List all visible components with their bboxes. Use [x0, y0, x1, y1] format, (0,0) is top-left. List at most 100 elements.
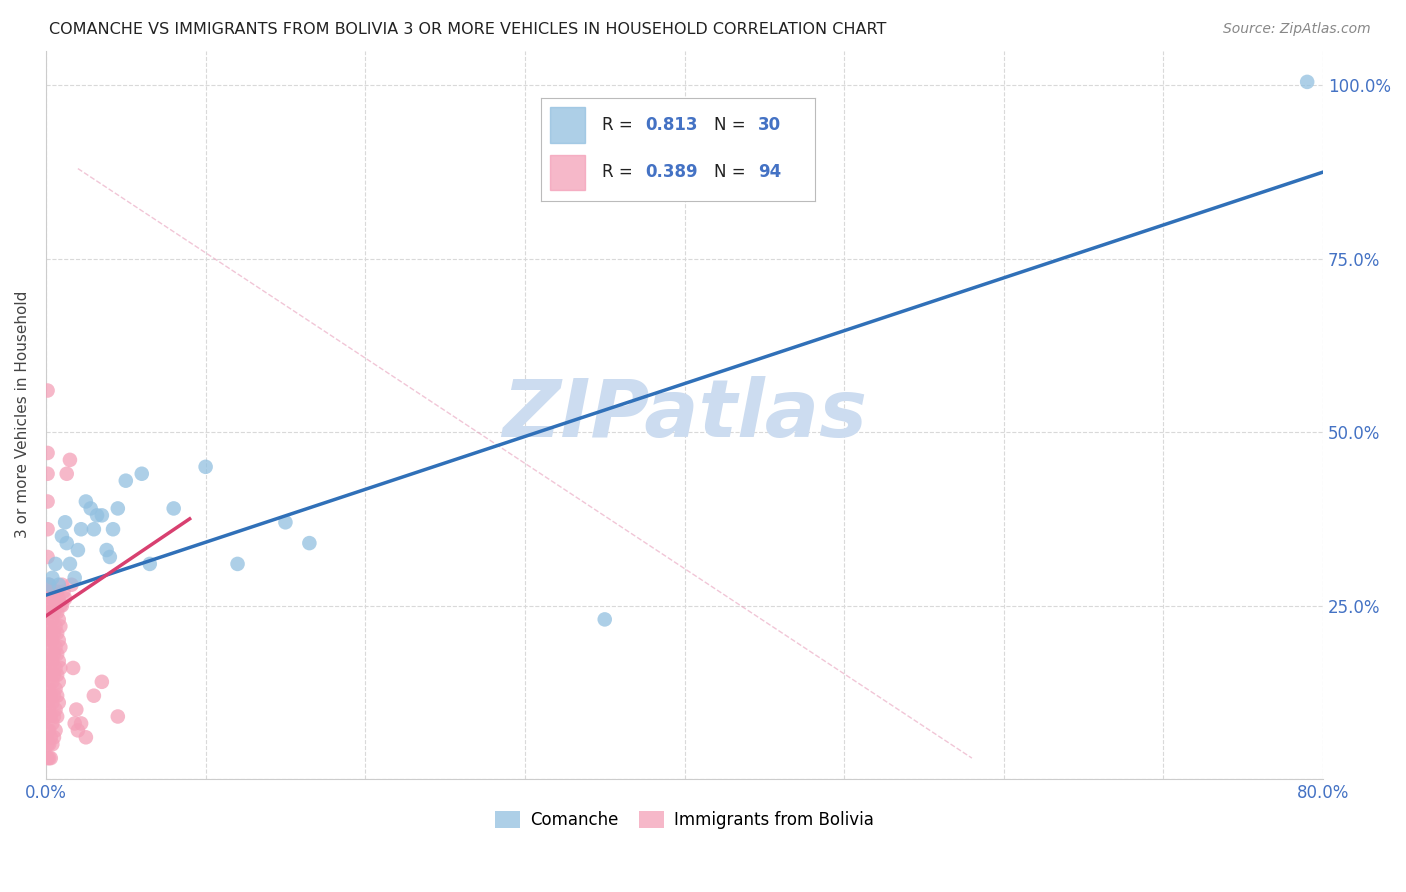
Point — [39, 731, 62, 745]
Point — [42, 709, 65, 723]
Point — [37, 751, 59, 765]
Point — [42, 689, 65, 703]
Point — [45, 640, 67, 654]
Point — [41, 674, 63, 689]
Point — [46, 668, 69, 682]
Point — [46, 647, 69, 661]
Point — [45, 681, 67, 696]
Point — [41, 591, 63, 606]
Point — [48, 654, 70, 668]
Text: R =: R = — [602, 163, 638, 181]
Point — [37, 723, 59, 738]
Point — [62, 661, 84, 675]
Point — [55, 536, 77, 550]
Point — [39, 751, 62, 765]
Bar — [550, 107, 585, 144]
Point — [35, 606, 58, 620]
Point — [51, 578, 73, 592]
Point — [38, 578, 60, 592]
Point — [53, 591, 76, 606]
Point — [83, 689, 105, 703]
Point — [66, 543, 89, 558]
Point — [46, 689, 69, 703]
Point — [114, 474, 136, 488]
Point — [38, 599, 60, 613]
Point — [45, 702, 67, 716]
Point — [41, 737, 63, 751]
Point — [37, 446, 59, 460]
Point — [46, 709, 69, 723]
Point — [37, 709, 59, 723]
Point — [96, 543, 118, 558]
Point — [42, 731, 65, 745]
Point — [39, 584, 62, 599]
Text: ZIPatlas: ZIPatlas — [502, 376, 868, 454]
Point — [75, 731, 97, 745]
Text: 30: 30 — [758, 116, 780, 135]
Point — [49, 619, 72, 633]
Point — [37, 599, 59, 613]
Point — [48, 674, 70, 689]
Point — [39, 606, 62, 620]
Point — [52, 584, 75, 599]
Point — [37, 384, 59, 398]
Point — [42, 606, 65, 620]
Point — [70, 522, 93, 536]
Text: COMANCHE VS IMMIGRANTS FROM BOLIVIA 3 OR MORE VEHICLES IN HOUSEHOLD CORRELATION : COMANCHE VS IMMIGRANTS FROM BOLIVIA 3 OR… — [49, 22, 887, 37]
Point — [38, 751, 60, 765]
Point — [45, 619, 67, 633]
Point — [37, 494, 59, 508]
Point — [38, 578, 60, 592]
Point — [63, 716, 86, 731]
Point — [70, 716, 93, 731]
Point — [83, 522, 105, 536]
Point — [48, 633, 70, 648]
Point — [39, 647, 62, 661]
Bar — [550, 154, 585, 190]
Point — [39, 626, 62, 640]
Point — [45, 723, 67, 738]
Text: N =: N = — [714, 163, 751, 181]
Point — [38, 640, 60, 654]
Text: R =: R = — [602, 116, 638, 135]
Point — [55, 467, 77, 481]
Point — [38, 619, 60, 633]
Point — [79, 501, 101, 516]
Point — [48, 578, 70, 592]
Point — [37, 654, 59, 668]
Point — [38, 723, 60, 738]
Point — [75, 494, 97, 508]
Point — [41, 696, 63, 710]
Legend: Comanche, Immigrants from Bolivia: Comanche, Immigrants from Bolivia — [489, 805, 880, 836]
Point — [41, 571, 63, 585]
Point — [37, 633, 59, 648]
Point — [37, 578, 59, 592]
Point — [37, 696, 59, 710]
Point — [46, 584, 69, 599]
Point — [59, 557, 82, 571]
Point — [37, 467, 59, 481]
Point — [65, 702, 87, 716]
Point — [66, 723, 89, 738]
Text: N =: N = — [714, 116, 751, 135]
Point — [41, 612, 63, 626]
Point — [98, 549, 121, 564]
Text: 0.813: 0.813 — [645, 116, 697, 135]
Point — [45, 557, 67, 571]
Point — [59, 453, 82, 467]
Point — [49, 640, 72, 654]
Point — [226, 557, 249, 571]
Point — [37, 681, 59, 696]
Text: 0.389: 0.389 — [645, 163, 699, 181]
Point — [48, 612, 70, 626]
Point — [41, 716, 63, 731]
Point — [49, 661, 72, 675]
Point — [63, 571, 86, 585]
Point — [35, 584, 58, 599]
Point — [39, 709, 62, 723]
Point — [46, 606, 69, 620]
Point — [39, 668, 62, 682]
Point — [46, 626, 69, 640]
Point — [42, 626, 65, 640]
Point — [42, 647, 65, 661]
